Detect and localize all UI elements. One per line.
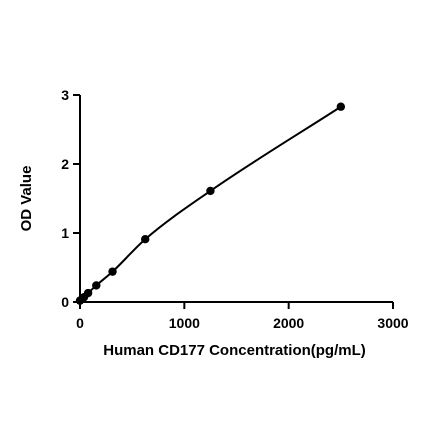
- data-point: [83, 288, 93, 298]
- axes: [79, 95, 393, 303]
- x-tick-label-1: 1000: [169, 315, 200, 331]
- y-tick-label-0: 0: [61, 294, 69, 310]
- y-axis-title: OD Value: [18, 166, 35, 232]
- y-tick-label-3: 3: [61, 87, 69, 103]
- y-tick-label-1: 1: [61, 225, 69, 241]
- y-ticks: 0 1 2 3: [61, 87, 80, 310]
- data-point: [336, 102, 346, 111]
- x-tick-label-2: 2000: [273, 315, 304, 331]
- data-point: [206, 186, 215, 196]
- y-tick-label-2: 2: [61, 156, 69, 172]
- data-points: [75, 102, 346, 305]
- data-point: [92, 281, 101, 290]
- x-tick-label-0: 0: [76, 315, 84, 331]
- x-axis-title: Human CD177 Concentration(pg/mL): [103, 342, 366, 359]
- x-ticks: 0 1000 2000 3000: [76, 302, 409, 331]
- fit-curve: [79, 105, 342, 302]
- data-point: [141, 235, 150, 244]
- data-point: [108, 267, 117, 276]
- x-tick-label-3: 3000: [377, 315, 408, 331]
